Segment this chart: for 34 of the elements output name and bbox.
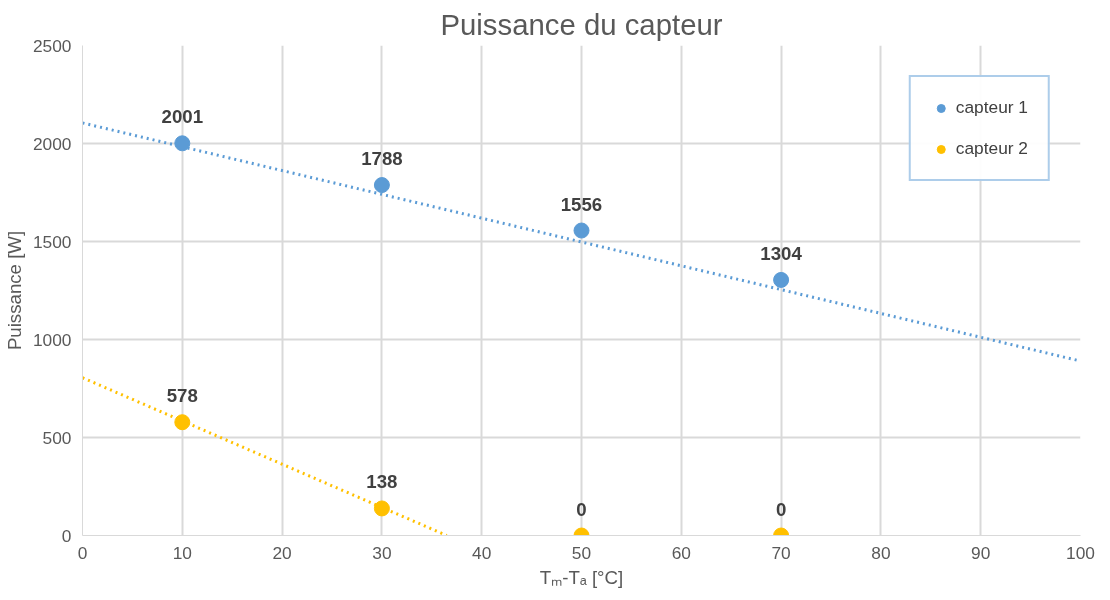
x-tick-label: 80 bbox=[871, 542, 891, 563]
legend-label: capteur 2 bbox=[955, 138, 1028, 159]
data-label: 1304 bbox=[760, 242, 803, 264]
y-tick-label: 1000 bbox=[32, 329, 72, 350]
data-label: 2001 bbox=[161, 106, 204, 128]
data-label: 0 bbox=[576, 498, 587, 520]
y-tick-label: 2000 bbox=[32, 133, 72, 154]
x-tick-label: 30 bbox=[372, 542, 392, 563]
point bbox=[573, 222, 590, 239]
x-axis-title: Tₘ-Tₐ [°C] bbox=[539, 566, 624, 588]
data-label: 1788 bbox=[361, 148, 403, 170]
y-axis-title: Puissance [W] bbox=[3, 230, 25, 351]
point bbox=[773, 271, 790, 288]
x-tick-label: 20 bbox=[272, 542, 292, 563]
x-tick-label: 40 bbox=[472, 542, 492, 563]
data-label: 1556 bbox=[560, 193, 603, 215]
x-tick-label: 70 bbox=[771, 542, 791, 563]
x-tick-label: 100 bbox=[1066, 542, 1095, 563]
y-tick-label: 2500 bbox=[32, 35, 72, 56]
legend-label: capteur 1 bbox=[955, 97, 1028, 118]
data-label: 578 bbox=[166, 385, 198, 407]
x-tick-label: 0 bbox=[77, 542, 88, 563]
x-tick-label: 10 bbox=[172, 542, 192, 563]
point bbox=[373, 177, 390, 194]
point bbox=[174, 135, 191, 152]
chart-title: Puissance du capteur bbox=[440, 7, 723, 41]
x-tick-label: 50 bbox=[571, 542, 592, 563]
x-tick-label: 60 bbox=[671, 542, 691, 563]
data-label: 138 bbox=[366, 471, 398, 493]
y-tick-label: 1500 bbox=[32, 231, 72, 252]
x-tick-label: 90 bbox=[971, 542, 991, 563]
data-label: 0 bbox=[775, 498, 787, 520]
y-tick-label: 0 bbox=[61, 525, 72, 546]
y-tick-label: 500 bbox=[42, 427, 72, 448]
